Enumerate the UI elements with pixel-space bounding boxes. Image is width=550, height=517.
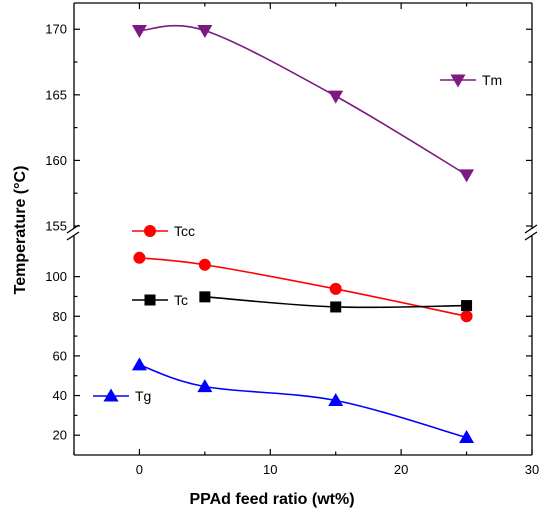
series-markers [131, 25, 475, 444]
series-line-tm [139, 24, 467, 176]
data-point-tm [131, 25, 147, 39]
data-point-tcc [198, 258, 211, 271]
data-point-tc [461, 300, 473, 312]
data-point-tc [330, 301, 342, 313]
data-point-tg [197, 379, 213, 393]
data-point-tcc [133, 251, 146, 264]
legend-marker-tc [144, 294, 156, 306]
data-point-tc [199, 291, 211, 303]
y-tick-label: 40 [53, 388, 67, 403]
data-point-tcc [329, 282, 342, 295]
x-tick-label: 0 [136, 462, 143, 477]
legend-labels: Tm Tcc Tc Tg [93, 72, 502, 404]
data-point-tm [197, 25, 213, 39]
series-line-tcc [139, 257, 467, 318]
legend-label-tg: Tg [135, 388, 151, 404]
y-tick-label: 80 [53, 309, 67, 324]
y-tick-label: 165 [45, 87, 67, 102]
legend-label-tc: Tc [174, 292, 188, 308]
y-tick-label: 20 [53, 428, 67, 443]
data-point-tg [131, 357, 147, 371]
x-tick-label: 30 [525, 462, 539, 477]
y-tick-label: 100 [45, 269, 67, 284]
y-tick-label: 155 [45, 219, 67, 234]
axis-break-mark [524, 231, 538, 241]
axis-break-mark [524, 224, 538, 234]
legend-marker-tg [103, 388, 119, 402]
data-point-tm [328, 90, 344, 104]
legend-label-tm: Tm [482, 72, 502, 88]
data-point-tm [459, 169, 475, 183]
legend-marker-tcc [144, 225, 156, 237]
y-tick-label: 160 [45, 153, 67, 168]
legend-marker-tm [450, 74, 466, 88]
y-axis-label: Temperature (°C) [12, 166, 29, 295]
x-tick-label: 10 [263, 462, 277, 477]
plot-frame [66, 2, 538, 456]
x-tick-label: 20 [394, 462, 408, 477]
data-point-tcc [460, 310, 473, 323]
series-line-tg [139, 364, 467, 439]
x-axis-label: PPAd feed ratio (wt%) [189, 491, 354, 508]
axis-break-mark [66, 231, 80, 241]
y-tick-label: 170 [45, 22, 67, 37]
series-lines [139, 24, 467, 439]
axis-ticks: 0 10 20 30 155 160 165 170 20 40 60 80 100 [45, 3, 539, 477]
data-point-tg [459, 430, 475, 444]
data-point-tg [328, 393, 344, 406]
legend-label-tcc: Tcc [174, 223, 195, 239]
y-tick-label: 60 [53, 348, 67, 363]
